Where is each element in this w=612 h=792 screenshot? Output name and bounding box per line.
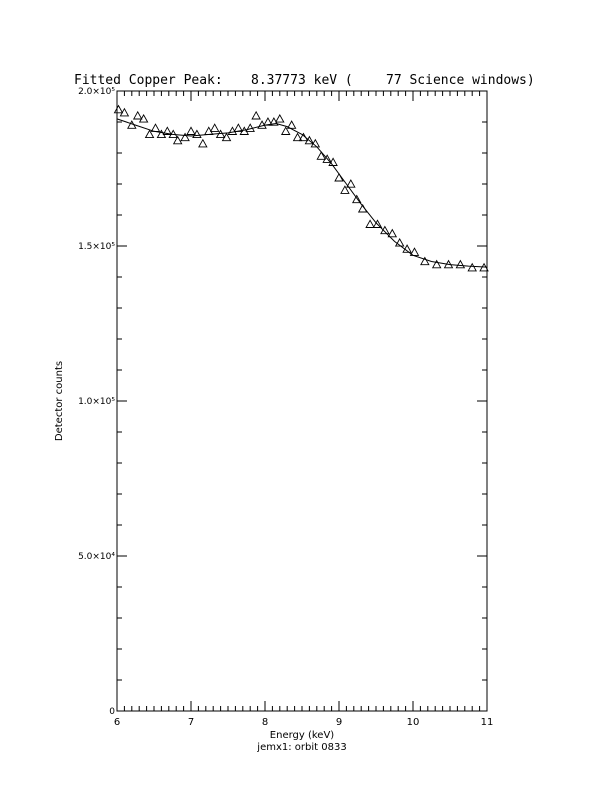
data-point: [286, 120, 297, 129]
data-point: [316, 151, 327, 160]
data-point: [221, 132, 232, 142]
data-point: [420, 256, 430, 266]
data-point: [394, 237, 405, 247]
data-point: [192, 129, 202, 139]
data-point: [144, 129, 155, 139]
data-point: [409, 247, 420, 256]
data-point: [402, 244, 412, 253]
y-tick-label: 0: [109, 707, 115, 717]
data-point: [346, 179, 356, 188]
y-tick-label: 2.0×10⁵: [78, 87, 115, 97]
data-point: [172, 135, 183, 145]
data-point: [431, 259, 442, 269]
x-tick-label: 8: [262, 717, 268, 728]
data-point: [138, 113, 149, 123]
data-point: [168, 129, 179, 139]
data-point: [328, 157, 338, 166]
data-point: [251, 110, 261, 120]
x-axis-label: Energy (keV): [270, 730, 335, 741]
data-point: [479, 262, 489, 272]
data-point: [334, 172, 344, 182]
x-tick-labels: 6 7 8 9 10 11: [114, 717, 494, 728]
data-point: [351, 194, 362, 204]
data-point: [298, 132, 309, 142]
data-point: [132, 110, 143, 120]
data-point: [150, 123, 161, 132]
data-point: [113, 104, 124, 114]
x-tick-label: 6: [114, 717, 120, 728]
data-point: [372, 219, 383, 228]
data-point: [186, 126, 196, 135]
chart-caption: jemx1: orbit 0833: [256, 742, 346, 753]
data-point: [292, 132, 303, 142]
y-tick-label: 1.0×10⁵: [78, 397, 115, 407]
data-point: [380, 225, 390, 235]
data-point: [304, 135, 315, 145]
data-point: [227, 126, 238, 135]
data-point: [119, 107, 130, 117]
data-point: [275, 113, 285, 123]
data-point: [198, 138, 208, 148]
data-point: [467, 262, 477, 272]
data-points: [113, 104, 489, 272]
data-point: [455, 259, 466, 269]
data-point: [357, 203, 368, 213]
data-point: [203, 126, 214, 135]
data-point: [310, 138, 321, 148]
plot-frame: [116, 90, 488, 712]
data-point: [387, 228, 398, 238]
data-point: [443, 259, 454, 269]
data-point: [245, 123, 255, 132]
x-tick-label: 9: [336, 717, 342, 728]
x-tick-label: 10: [407, 717, 420, 728]
data-point: [233, 123, 244, 132]
chart-title-windows: 77 Science windows): [386, 73, 535, 88]
data-point: [209, 123, 220, 132]
data-point: [340, 185, 350, 194]
data-point: [280, 126, 291, 135]
data-point: [127, 120, 137, 129]
x-tick-label: 11: [481, 717, 494, 728]
y-tick-labels: 0 5.0×10⁴ 1.0×10⁵ 1.5×10⁵ 2.0×10⁵: [78, 87, 115, 717]
y-tick-label: 1.5×10⁵: [78, 242, 115, 252]
x-tick-label: 7: [188, 717, 194, 728]
axis-ticks: [116, 90, 488, 712]
data-point: [322, 154, 332, 163]
data-point: [180, 132, 190, 142]
data-point: [365, 219, 375, 228]
y-axis-label: Detector counts: [54, 361, 65, 441]
data-point: [162, 126, 173, 135]
chart-title-label: Fitted Copper Peak:: [74, 73, 223, 88]
data-point: [263, 117, 273, 126]
fit-curve: [116, 118, 488, 268]
data-point: [215, 129, 226, 139]
chart-title-value: 8.37773 keV (: [251, 73, 353, 88]
y-tick-label: 5.0×10⁴: [78, 552, 115, 562]
